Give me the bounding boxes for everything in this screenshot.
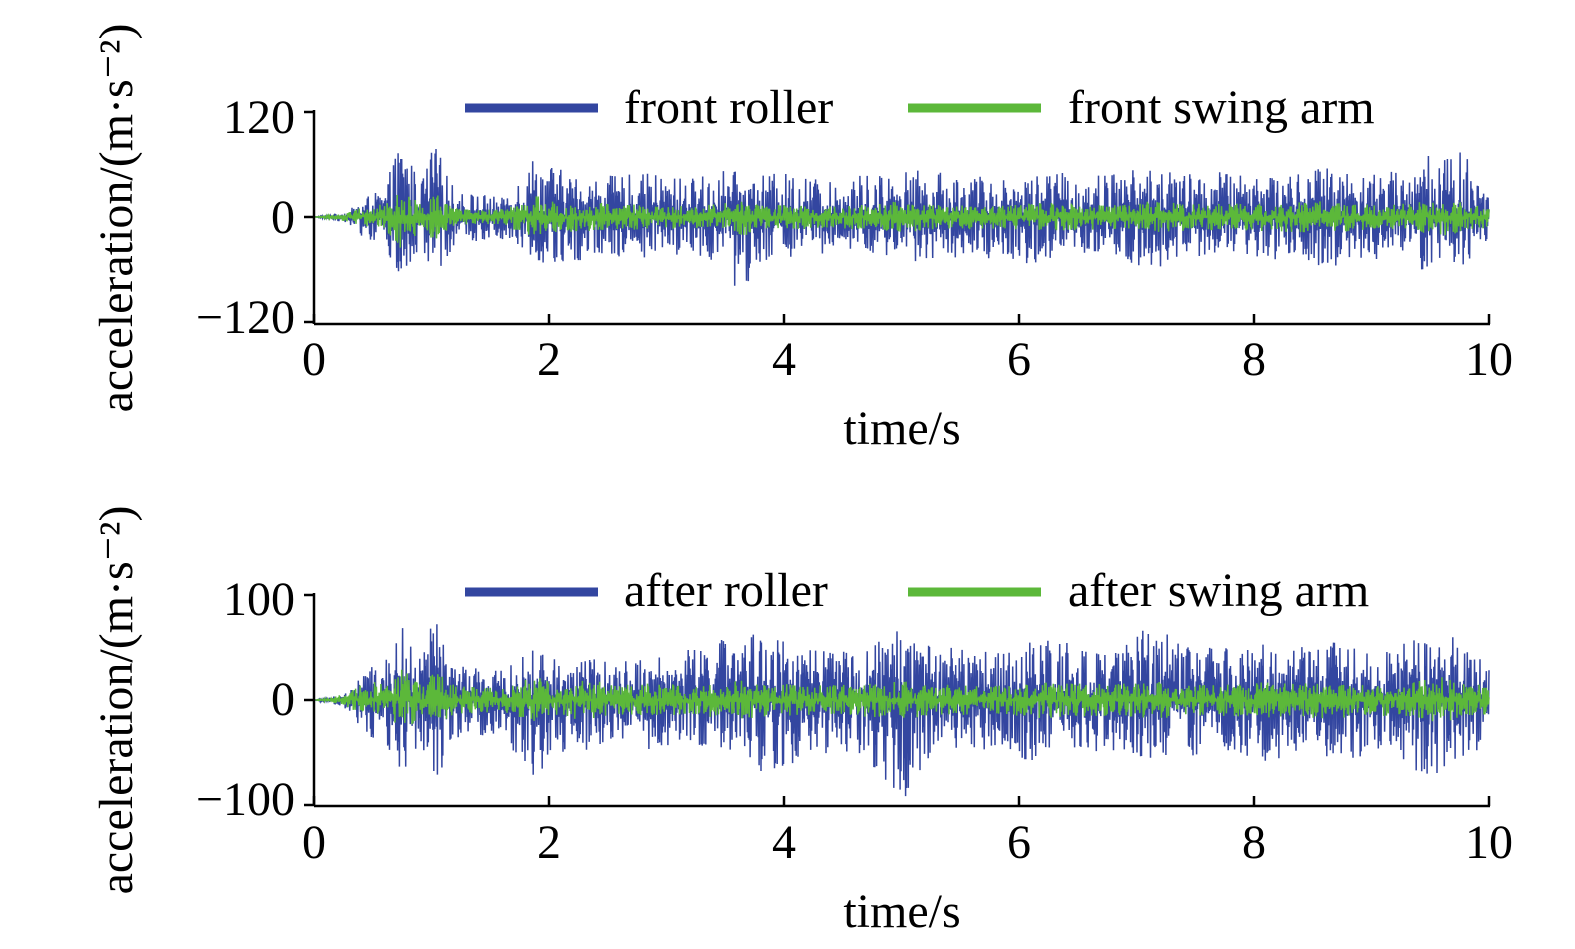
chart-bottom: acceleration/(m·s⁻²) after roller after …	[90, 506, 1513, 938]
top-legend: front roller front swing arm	[465, 81, 1375, 134]
bottom-y-ticks: 100 0 −100	[196, 573, 314, 826]
bottom-y-axis-title: acceleration/(m·s⁻²)	[90, 506, 143, 895]
bottom-x-ticks: 0 2 4 6 8 10	[302, 796, 1513, 869]
top-x-tick-label: 4	[772, 333, 796, 386]
bottom-x-tick-label: 0	[302, 816, 326, 869]
top-x-tick-label: 2	[537, 333, 561, 386]
bottom-y-tick-label: −100	[196, 773, 295, 826]
bottom-x-tick-label: 6	[1007, 816, 1031, 869]
top-y-ticks: 120 0 −120	[196, 91, 314, 344]
bottom-x-tick-label: 2	[537, 816, 561, 869]
bottom-x-tick-label: 10	[1465, 816, 1513, 869]
bottom-plot-area	[314, 624, 1490, 797]
top-x-tick-label: 10	[1465, 333, 1513, 386]
chart-top: acceleration/(m·s⁻²) front roller front …	[90, 24, 1513, 455]
top-y-tick-label: 120	[223, 91, 295, 144]
top-x-tick-label: 8	[1242, 333, 1266, 386]
top-legend-label-front-swing-arm: front swing arm	[1068, 81, 1375, 134]
top-series-front-roller	[314, 148, 1490, 286]
bottom-y-tick-label: 100	[223, 573, 295, 626]
top-plot-area	[314, 148, 1490, 286]
bottom-y-tick-label: 0	[271, 673, 295, 726]
top-x-tick-label: 6	[1007, 333, 1031, 386]
top-x-ticks: 0 2 4 6 8 10	[302, 314, 1513, 386]
top-x-axis-title: time/s	[843, 402, 960, 455]
bottom-legend-label-after-roller: after roller	[624, 564, 828, 617]
top-y-tick-label: 0	[271, 191, 295, 244]
top-x-tick-label: 0	[302, 333, 326, 386]
bottom-x-tick-label: 4	[772, 816, 796, 869]
bottom-series-after-swing-arm	[314, 669, 1490, 725]
bottom-x-tick-label: 8	[1242, 816, 1266, 869]
bottom-legend-label-after-swing-arm: after swing arm	[1068, 564, 1369, 617]
top-series-front-swing-arm	[314, 194, 1490, 248]
bottom-x-axis-title: time/s	[843, 885, 960, 938]
top-y-axis-title: acceleration/(m·s⁻²)	[90, 24, 143, 413]
bottom-legend: after roller after swing arm	[465, 564, 1369, 617]
top-y-tick-label: −120	[196, 291, 295, 344]
top-legend-label-front-roller: front roller	[624, 81, 833, 134]
